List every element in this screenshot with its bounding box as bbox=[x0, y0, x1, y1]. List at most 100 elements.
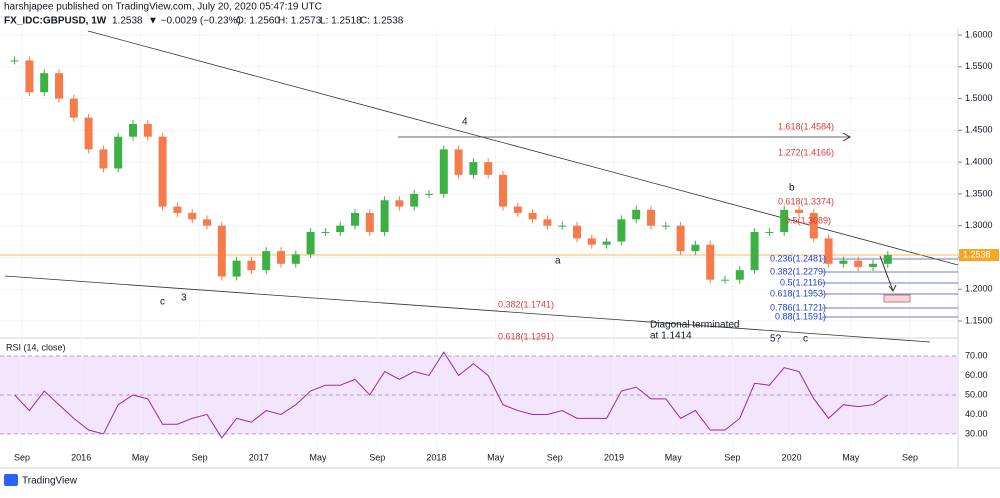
candle-body bbox=[484, 162, 493, 175]
price-label: 1.2538 bbox=[963, 249, 991, 259]
candle-body bbox=[839, 260, 848, 264]
candle-body bbox=[765, 232, 774, 234]
candle-body bbox=[706, 244, 715, 280]
candle-body bbox=[439, 149, 448, 194]
annotation: 0.382(1.2279) bbox=[770, 266, 826, 276]
brand: TradingView bbox=[22, 476, 78, 487]
candle-body bbox=[573, 225, 581, 239]
candle-body bbox=[854, 260, 863, 267]
annotation: b bbox=[789, 183, 795, 194]
candle-body bbox=[528, 212, 537, 220]
y-tick-label: 1.4000 bbox=[965, 156, 993, 166]
x-tick-label: 2019 bbox=[604, 452, 624, 462]
annotation: c bbox=[803, 334, 808, 345]
candle-body bbox=[558, 225, 567, 227]
candle-body bbox=[129, 123, 137, 137]
annotation: 0.88(1.1591) bbox=[775, 311, 826, 321]
high: H: 1.2573 bbox=[278, 16, 322, 27]
annotation: a bbox=[555, 256, 561, 267]
y-tick-label: 1.6000 bbox=[965, 29, 993, 39]
rsi-tick-label: 60.00 bbox=[965, 370, 988, 380]
x-tick-label: May bbox=[665, 452, 683, 462]
candle-body bbox=[513, 206, 522, 213]
candle-body bbox=[824, 238, 833, 264]
x-tick-label: May bbox=[842, 452, 860, 462]
candle-body bbox=[114, 136, 123, 169]
candle-body bbox=[351, 212, 359, 226]
target-box bbox=[883, 294, 911, 303]
candle-body bbox=[203, 219, 211, 226]
candle-body bbox=[232, 260, 241, 277]
candle-body bbox=[676, 225, 685, 252]
annotation: 0.618(1.1291) bbox=[498, 331, 554, 341]
annotation: Diagonal terminated bbox=[650, 320, 740, 331]
candle-body bbox=[469, 162, 478, 175]
candle-body bbox=[217, 225, 226, 277]
x-tick-label: Sep bbox=[724, 452, 740, 462]
publisher: harshjapee published on TradingView.com,… bbox=[4, 2, 322, 13]
annotation: 5? bbox=[770, 334, 782, 345]
candle-body bbox=[173, 206, 182, 213]
x-tick-label: Sep bbox=[14, 452, 30, 462]
candle-body bbox=[69, 98, 78, 118]
candle-body bbox=[454, 149, 463, 175]
candle-body bbox=[499, 174, 507, 207]
candle-body bbox=[425, 193, 433, 195]
candle-body bbox=[40, 73, 49, 93]
candle-body bbox=[143, 123, 152, 137]
x-tick-label: 2016 bbox=[71, 452, 91, 462]
candle-body bbox=[247, 260, 256, 271]
candle-body bbox=[691, 244, 700, 252]
annotation: 1.272(1.4166) bbox=[778, 147, 834, 157]
annotation: 0.382(1.1741) bbox=[498, 299, 554, 309]
candle-body bbox=[410, 193, 419, 207]
y-tick-label: 1.3000 bbox=[965, 220, 993, 230]
candle-body bbox=[795, 209, 803, 213]
annotation: 1.618(1.4584) bbox=[778, 121, 834, 131]
candle-body bbox=[395, 200, 404, 207]
annotation: 0.618(1.3374) bbox=[778, 196, 834, 206]
y-tick-label: 1.5500 bbox=[965, 61, 993, 71]
y-tick-label: 1.2000 bbox=[965, 284, 993, 294]
candle-body bbox=[291, 254, 300, 264]
x-tick-label: 2017 bbox=[249, 452, 269, 462]
last: 1.2538 bbox=[112, 16, 143, 27]
trendline bbox=[4, 275, 931, 343]
low: L: 1.2518 bbox=[320, 16, 362, 27]
price-label-bg bbox=[959, 249, 999, 262]
annotation: c bbox=[160, 297, 165, 308]
candle-body bbox=[158, 136, 167, 207]
x-tick-label: May bbox=[487, 452, 505, 462]
change: ▼ −0.0029 (−0.23%) bbox=[148, 16, 241, 27]
candle-body bbox=[587, 238, 596, 245]
x-tick-label: Sep bbox=[369, 452, 385, 462]
arrowhead bbox=[842, 132, 852, 142]
rsi-tick-label: 70.00 bbox=[965, 350, 988, 360]
rsi-line bbox=[14, 351, 889, 439]
candle-body bbox=[262, 251, 271, 271]
candle-body bbox=[869, 263, 877, 267]
candle-body bbox=[55, 73, 63, 99]
candle-body bbox=[10, 60, 19, 62]
candle-body bbox=[84, 117, 93, 150]
candle-body bbox=[780, 209, 789, 233]
x-tick-label: 2018 bbox=[426, 452, 446, 462]
candle-body bbox=[647, 209, 655, 226]
candle-body bbox=[809, 212, 818, 239]
candle-body bbox=[617, 219, 626, 242]
close: C: 1.2538 bbox=[360, 16, 404, 27]
x-tick-label: May bbox=[309, 452, 327, 462]
candle-body bbox=[721, 279, 729, 281]
logo bbox=[4, 474, 18, 486]
y-tick-label: 1.1500 bbox=[965, 315, 993, 325]
rsi-tick-label: 50.00 bbox=[965, 389, 988, 399]
candle-body bbox=[188, 212, 197, 220]
y-tick-label: 1.5000 bbox=[965, 93, 993, 103]
y-tick-label: 1.3500 bbox=[965, 188, 993, 198]
rsi-tick-label: 30.00 bbox=[965, 428, 988, 438]
annotation: 0.786(1.1721) bbox=[770, 302, 826, 312]
candle-body bbox=[602, 241, 611, 245]
symbol: FX_IDC:GBPUSD, 1W bbox=[4, 16, 107, 27]
candle-body bbox=[632, 209, 641, 220]
